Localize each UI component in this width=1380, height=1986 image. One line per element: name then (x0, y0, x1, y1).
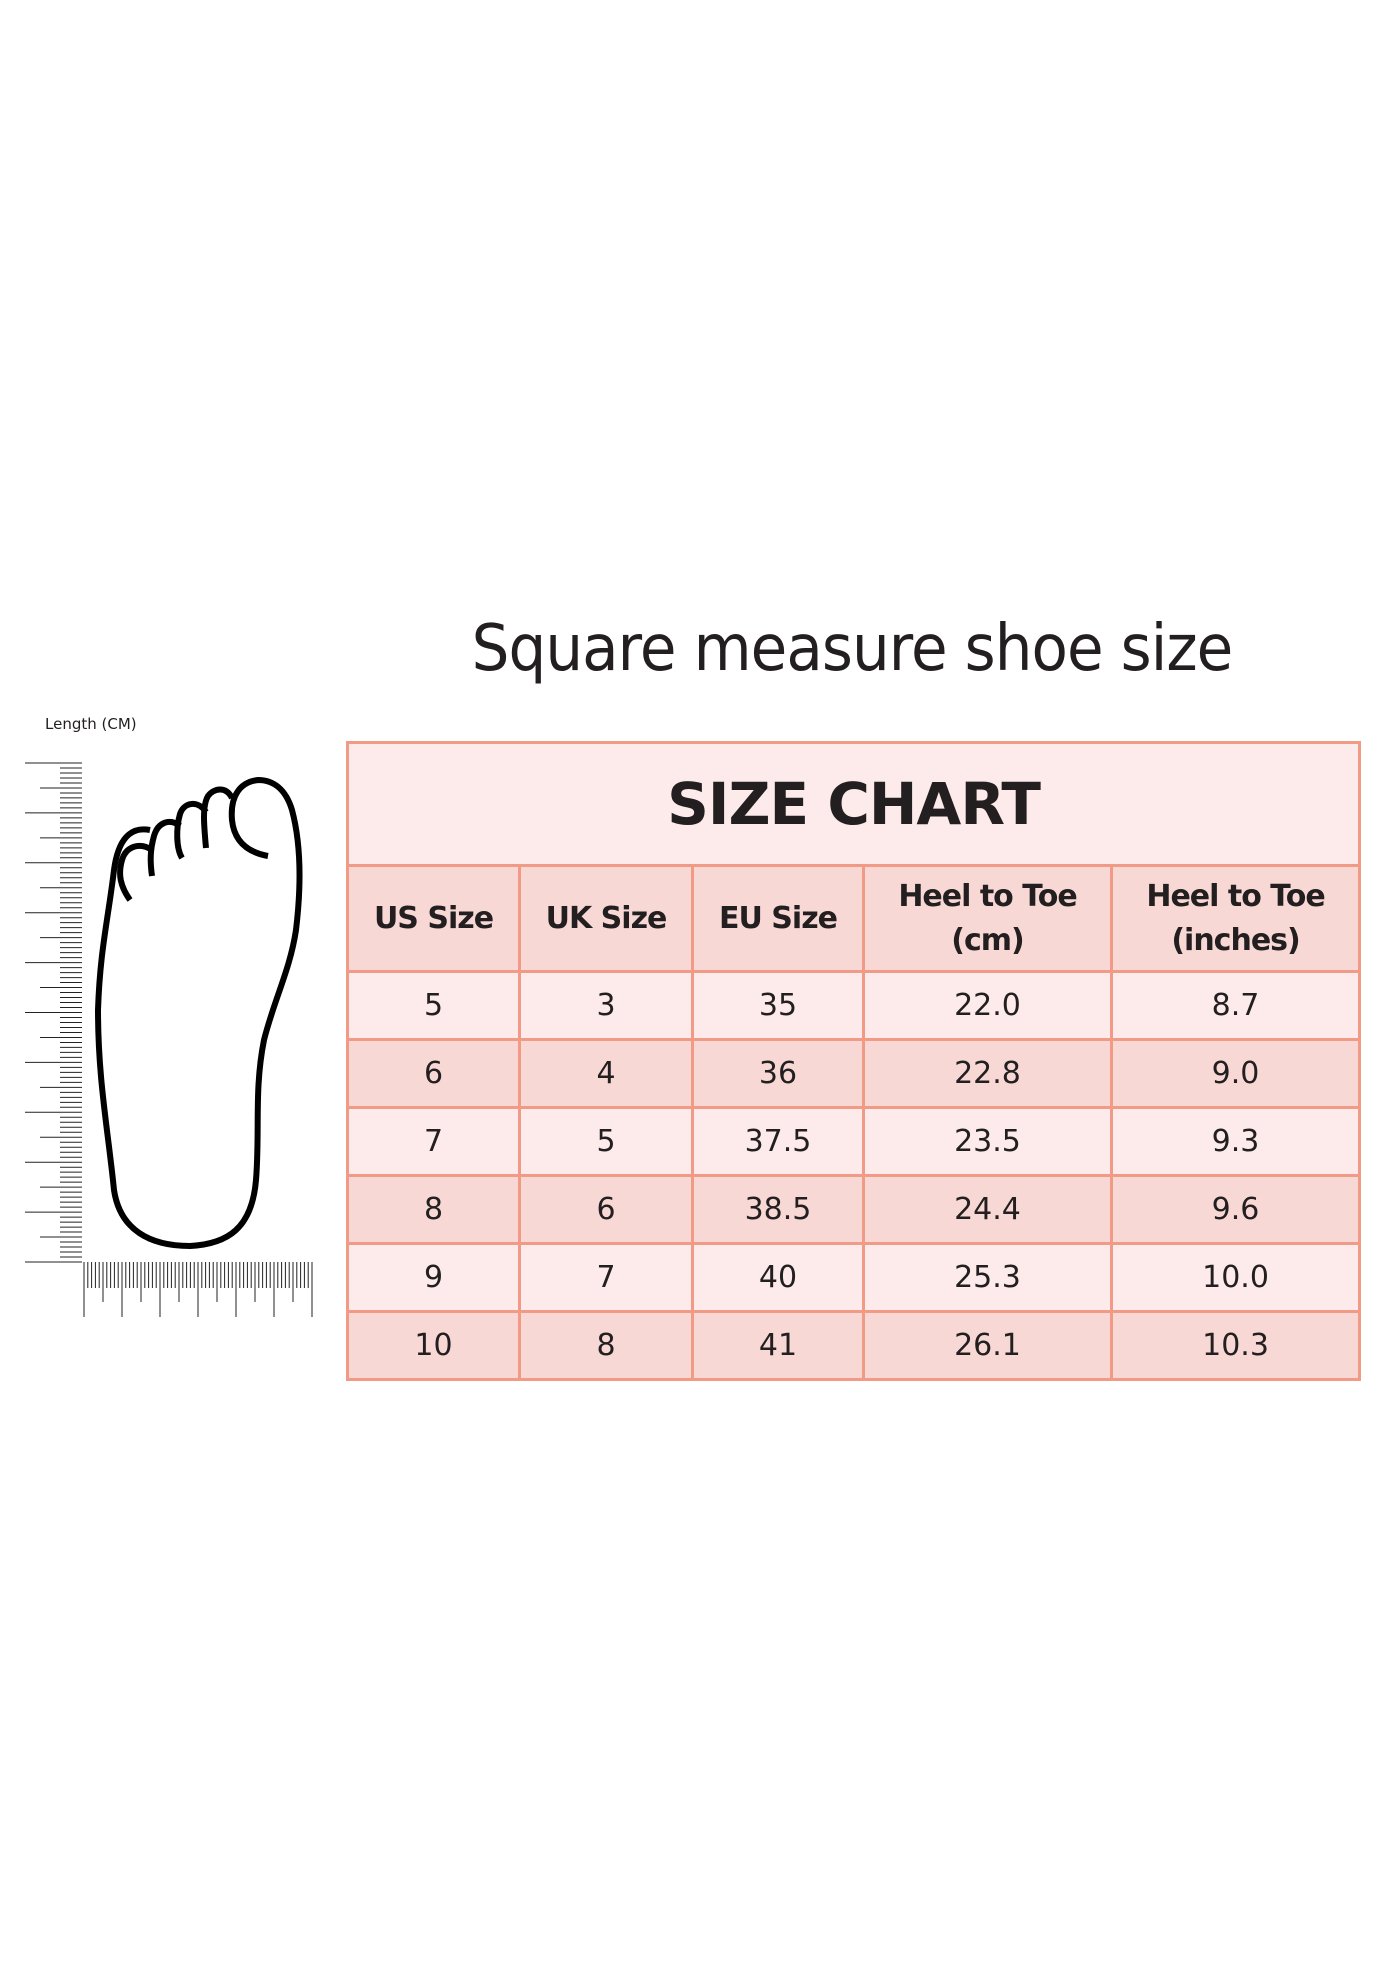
table-cell: 8.7 (1109, 970, 1362, 1041)
table-row: 9 7 40 25.3 10.0 (346, 1242, 1362, 1313)
table-cell: 6 (518, 1174, 694, 1245)
toe-icon (117, 842, 154, 902)
column-header: Heel to Toe (inches) (1109, 864, 1362, 973)
ruler-label: Length (CM) (45, 715, 137, 733)
table-cell: 8 (346, 1174, 521, 1245)
table-cell: 26.1 (862, 1310, 1113, 1381)
toe-icon (174, 801, 209, 860)
table-cell: 35 (691, 970, 865, 1041)
table-cell: 36 (691, 1038, 865, 1109)
table-cell: 5 (518, 1106, 694, 1177)
table-cell: 37.5 (691, 1106, 865, 1177)
table-cell: 5 (346, 970, 521, 1041)
table-cell: 4 (518, 1038, 694, 1109)
table-cell: 9.6 (1109, 1174, 1362, 1245)
foot-outline-icon (95, 777, 303, 1249)
column-header: US Size (346, 864, 521, 973)
size-chart-heading: SIZE CHART (345, 741, 1362, 867)
table-row: 8 6 38.5 24.4 9.6 (346, 1174, 1362, 1245)
column-header: EU Size (691, 864, 865, 973)
table-cell: 22.8 (862, 1038, 1113, 1109)
table-cell: 9.3 (1109, 1106, 1362, 1177)
column-header: Heel to Toe (cm) (862, 864, 1113, 973)
toe-icon (147, 818, 182, 877)
table-cell: 9 (346, 1242, 521, 1313)
size-chart-table: SIZE CHART US Size UK Size EU Size Heel to … (345, 741, 1362, 1381)
table-cell: 10.0 (1109, 1242, 1362, 1313)
table-cell: 24.4 (862, 1174, 1113, 1245)
vertical-ruler (25, 762, 82, 1263)
table-cell: 8 (518, 1310, 694, 1381)
table-cell: 10 (346, 1310, 521, 1381)
column-header: UK Size (518, 864, 694, 973)
foot-measure-illustration (25, 762, 313, 1317)
table-cell: 41 (691, 1310, 865, 1381)
table-cell: 25.3 (862, 1242, 1113, 1313)
table-cell: 3 (518, 970, 694, 1041)
table-row: 7 5 37.5 23.5 9.3 (346, 1106, 1362, 1177)
table-cell: 6 (346, 1038, 521, 1109)
horizontal-ruler (83, 1262, 313, 1317)
table-row: 5 3 35 22.0 8.7 (346, 970, 1362, 1041)
table-row: 10 8 41 26.1 10.3 (346, 1310, 1362, 1381)
table-cell: 9.0 (1109, 1038, 1362, 1109)
table-cell: 40 (691, 1242, 865, 1313)
table-cell: 38.5 (691, 1174, 865, 1245)
page-title: Square measure shoe size (471, 612, 1234, 686)
table-cell: 7 (346, 1106, 521, 1177)
toe-icon (201, 786, 235, 849)
header-row: US Size UK Size EU Size Heel to Toe (cm) Hee… (346, 864, 1362, 973)
table-cell: 23.5 (862, 1106, 1113, 1177)
table-row: 6 4 36 22.8 9.0 (346, 1038, 1362, 1109)
table-cell: 22.0 (862, 970, 1113, 1041)
table-cell: 7 (518, 1242, 694, 1313)
table-cell: 10.3 (1109, 1310, 1362, 1381)
